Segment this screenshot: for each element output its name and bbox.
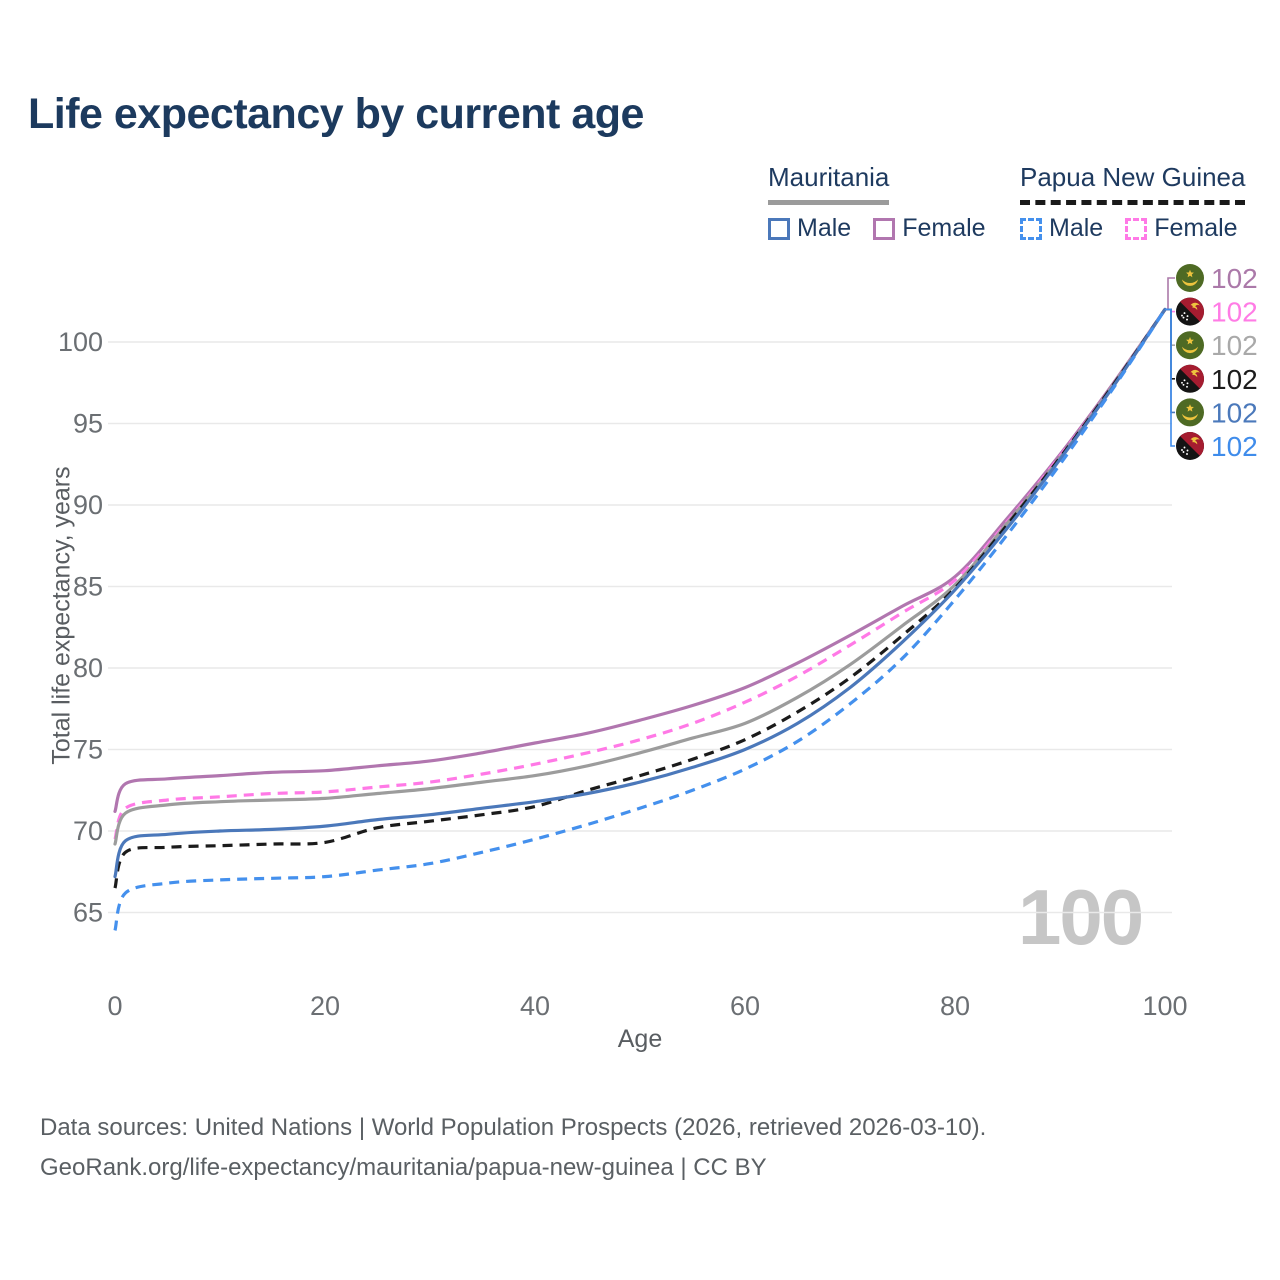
series-line-papua-new-guinea xyxy=(113,308,1167,889)
y-tick-65: 65 xyxy=(73,898,103,928)
y-tick-80: 80 xyxy=(73,653,103,683)
star xyxy=(1186,404,1194,412)
series-line-papua-new-guinea-female xyxy=(113,308,1167,840)
x-tick-100: 100 xyxy=(1142,991,1187,1021)
star xyxy=(1186,337,1194,345)
flag-background xyxy=(1176,264,1204,292)
age-watermark: 100 xyxy=(1018,873,1144,961)
y-axis-title: Total life expectancy, years xyxy=(47,466,76,765)
bird-of-paradise xyxy=(1190,369,1200,378)
legend-swatch-mauritania-female xyxy=(873,217,896,240)
end-label-connector xyxy=(1165,308,1175,447)
mauritania-flag-icon xyxy=(1176,331,1204,360)
flag-red-half xyxy=(1180,432,1204,456)
star xyxy=(1181,449,1183,451)
series-line-mauritania-male xyxy=(113,307,1167,879)
attribution-line: GeoRank.org/life-expectancy/mauritania/p… xyxy=(40,1154,767,1181)
papua-new-guinea-flag-icon xyxy=(1176,297,1204,326)
bird-of-paradise xyxy=(1190,437,1200,445)
x-tick-0: 0 xyxy=(107,991,122,1021)
end-label-connector xyxy=(1165,308,1175,414)
legend-country-mauritania: Mauritania xyxy=(768,162,890,205)
end-label-value: 102 xyxy=(1211,431,1258,462)
y-tick-75: 75 xyxy=(73,735,103,765)
data-sources-line: Data sources: United Nations | World Pop… xyxy=(40,1114,987,1141)
series-line-papua-new-guinea-male xyxy=(113,308,1167,931)
series-line-mauritania-female xyxy=(113,307,1167,813)
flag-red-half xyxy=(1180,364,1204,389)
star xyxy=(1181,314,1183,317)
x-tick-80: 80 xyxy=(940,991,970,1021)
end-label-connector xyxy=(1165,308,1175,380)
end-label-value: 102 xyxy=(1211,263,1258,294)
flag-background xyxy=(1176,331,1204,360)
papua-new-guinea-flag-icon xyxy=(1176,432,1204,460)
star xyxy=(1182,383,1185,386)
star xyxy=(1186,385,1188,388)
legend-item-mauritania-male[interactable]: Male xyxy=(768,214,851,243)
star xyxy=(1182,316,1185,319)
legend-swatch-mauritania-male xyxy=(768,217,790,240)
star xyxy=(1186,315,1189,318)
star xyxy=(1186,453,1188,455)
legend-label-female: Female xyxy=(1154,214,1238,242)
x-tick-40: 40 xyxy=(520,991,550,1021)
legend-swatch-png-male xyxy=(1020,217,1042,240)
star xyxy=(1186,449,1189,452)
footer: Data sources: United Nations | World Pop… xyxy=(40,1108,986,1188)
legend-label-male: Male xyxy=(797,214,852,242)
crescent xyxy=(1182,279,1198,286)
legend-label-female: Female xyxy=(902,214,986,242)
star xyxy=(1183,379,1186,382)
mauritania-flag-icon xyxy=(1176,264,1204,292)
end-label-connector xyxy=(1165,308,1175,346)
page-title: Life expectancy by current age xyxy=(28,90,644,138)
x-tick-60: 60 xyxy=(730,991,760,1021)
star xyxy=(1186,318,1188,321)
legend-country-papua-new-guinea: Papua New Guinea xyxy=(1020,162,1246,205)
star xyxy=(1186,269,1194,278)
legend-group-papua-new-guinea: Papua New Guinea Male Female xyxy=(1020,162,1246,243)
y-tick-95: 95 xyxy=(73,409,103,439)
star xyxy=(1182,451,1185,453)
y-tick-85: 85 xyxy=(73,572,103,602)
crescent xyxy=(1182,346,1198,354)
end-label-value: 102 xyxy=(1211,330,1258,361)
legend-label-male: Male xyxy=(1049,214,1104,242)
star xyxy=(1186,382,1189,385)
bird-of-paradise xyxy=(1190,302,1200,310)
legend-item-mauritania-female[interactable]: Female xyxy=(873,214,986,243)
y-tick-70: 70 xyxy=(73,816,103,846)
star xyxy=(1181,381,1183,384)
legend-item-png-female[interactable]: Female xyxy=(1125,214,1238,243)
legend-group-mauritania: Mauritania Male Female xyxy=(768,162,986,243)
star xyxy=(1183,312,1186,315)
end-label-value: 102 xyxy=(1211,364,1258,395)
x-axis-title: Age xyxy=(617,1025,663,1053)
legend-item-png-male[interactable]: Male xyxy=(1020,214,1103,243)
papua-new-guinea-flag-icon xyxy=(1176,364,1204,393)
y-tick-90: 90 xyxy=(73,490,103,520)
end-label-connector xyxy=(1165,277,1175,311)
mauritania-flag-icon xyxy=(1176,398,1204,427)
crescent xyxy=(1182,413,1198,421)
legend-swatch-png-female xyxy=(1125,217,1148,240)
star xyxy=(1183,446,1186,449)
x-tick-20: 20 xyxy=(310,991,340,1021)
flag-background xyxy=(1176,398,1204,427)
flag-red-half xyxy=(1180,297,1204,322)
end-label-value: 102 xyxy=(1211,297,1258,328)
end-label-value: 102 xyxy=(1211,397,1258,428)
series-line-mauritania xyxy=(113,307,1167,846)
y-tick-100: 100 xyxy=(58,327,103,357)
